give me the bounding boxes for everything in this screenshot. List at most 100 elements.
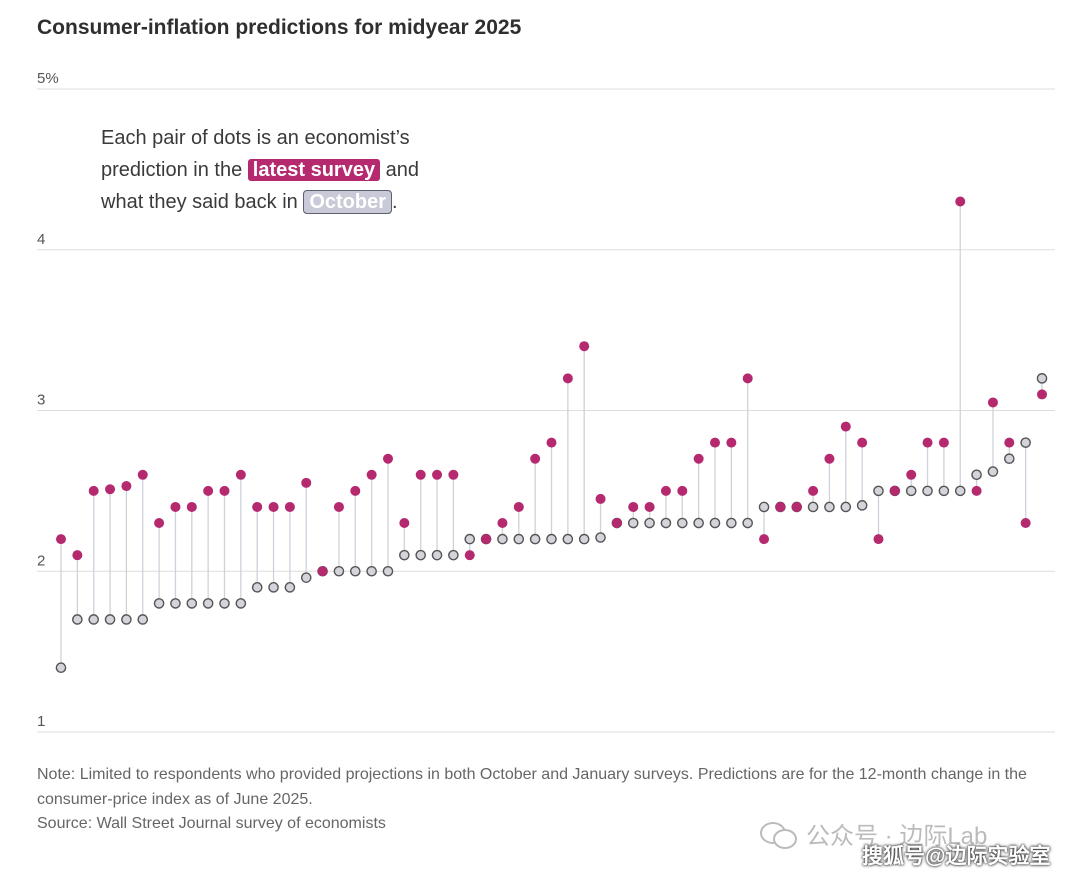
latest-point — [481, 534, 492, 545]
latest-point — [775, 501, 786, 512]
latest-point — [415, 469, 426, 480]
october-point — [644, 517, 655, 529]
october-point — [284, 582, 296, 593]
dumbbell-chart: 1 2 3 4 5% — [37, 70, 1055, 733]
latest-point — [464, 550, 475, 561]
october-point — [88, 614, 99, 625]
latest-point — [857, 437, 868, 448]
latest-point — [873, 534, 884, 545]
latest-point — [268, 501, 279, 512]
y-tick-label: 5% — [37, 70, 59, 87]
latest-point — [513, 501, 524, 512]
october-point — [300, 572, 312, 583]
legend-latest-survey: latest survey — [247, 159, 381, 181]
annotation-text: prediction in the — [101, 159, 248, 181]
october-point — [905, 485, 917, 497]
october-point — [513, 533, 525, 545]
latest-point — [922, 437, 933, 448]
chart-title: Consumer-inflation predictions for midye… — [37, 16, 522, 39]
october-point — [349, 565, 361, 577]
chart-source: Source: Wall Street Journal survey of ec… — [37, 815, 386, 832]
latest-point — [186, 501, 197, 512]
latest-point — [660, 485, 671, 496]
watermark-wechat: 公众号 · 边际Lab — [760, 816, 987, 851]
latest-point — [889, 485, 900, 496]
latest-point — [987, 397, 998, 408]
october-point — [922, 485, 933, 497]
latest-point — [824, 453, 835, 464]
latest-point — [693, 453, 704, 464]
latest-point — [546, 437, 557, 448]
october-point — [235, 598, 247, 609]
october-point — [382, 565, 394, 577]
october-point — [938, 485, 950, 497]
latest-point — [955, 196, 966, 207]
wechat-icon — [760, 820, 798, 849]
october-point — [72, 614, 83, 625]
october-point — [121, 614, 132, 625]
latest-point — [1037, 389, 1047, 400]
october-point — [186, 598, 198, 609]
latest-point — [742, 373, 753, 384]
chart-note: Note: Limited to respondents who provide… — [37, 766, 1027, 808]
chart-annotation: Each pair of dots is an economist’s pred… — [101, 122, 419, 218]
october-point — [399, 549, 410, 561]
latest-point — [88, 485, 99, 496]
october-point — [971, 469, 982, 481]
october-point — [726, 517, 737, 529]
latest-point — [677, 485, 688, 496]
october-point — [627, 517, 639, 529]
october-point — [55, 662, 67, 674]
october-point — [170, 598, 181, 609]
latest-point — [383, 453, 393, 464]
watermark-sohu: 搜狐号@边际实验室 — [862, 845, 1051, 868]
latest-point — [710, 437, 720, 448]
latest-point — [595, 493, 606, 504]
latest-point — [644, 501, 655, 512]
october-point — [251, 582, 263, 593]
october-point — [546, 533, 557, 545]
latest-point — [906, 469, 917, 480]
latest-point — [1020, 518, 1031, 529]
latest-point — [366, 469, 377, 480]
october-point — [1020, 437, 1031, 448]
y-tick-label: 3 — [37, 392, 45, 409]
latest-point — [1004, 437, 1015, 448]
annotation-text: what they said back in — [101, 191, 304, 213]
latest-point — [611, 518, 622, 529]
october-point — [873, 485, 884, 497]
october-point — [840, 501, 852, 513]
latest-point — [137, 469, 148, 480]
annotation-line-1: Each pair of dots is an economist’s — [101, 127, 410, 149]
october-point — [742, 517, 754, 529]
october-point — [856, 500, 868, 511]
latest-point — [562, 373, 573, 384]
y-tick-label: 2 — [37, 552, 45, 569]
latest-point — [432, 469, 443, 480]
latest-point — [56, 534, 66, 545]
october-point — [464, 533, 476, 545]
october-point — [677, 517, 688, 529]
october-point — [1036, 373, 1048, 384]
october-point — [562, 533, 574, 545]
october-point — [497, 533, 508, 545]
october-point — [595, 532, 606, 543]
latest-point — [154, 518, 165, 529]
october-point — [807, 501, 819, 513]
latest-point — [759, 534, 770, 545]
latest-point — [938, 437, 949, 448]
october-point — [709, 517, 721, 529]
annotation-line-3: what they said back in October. — [101, 186, 419, 218]
latest-point — [203, 485, 214, 496]
october-point — [333, 565, 345, 577]
latest-point — [301, 477, 312, 488]
latest-point — [808, 485, 819, 496]
latest-point — [579, 341, 590, 352]
october-point — [693, 517, 704, 529]
october-point — [219, 598, 230, 609]
latest-point — [791, 501, 802, 512]
latest-point — [170, 501, 181, 512]
october-point — [529, 533, 541, 545]
october-point — [987, 466, 999, 477]
latest-point — [235, 469, 246, 480]
